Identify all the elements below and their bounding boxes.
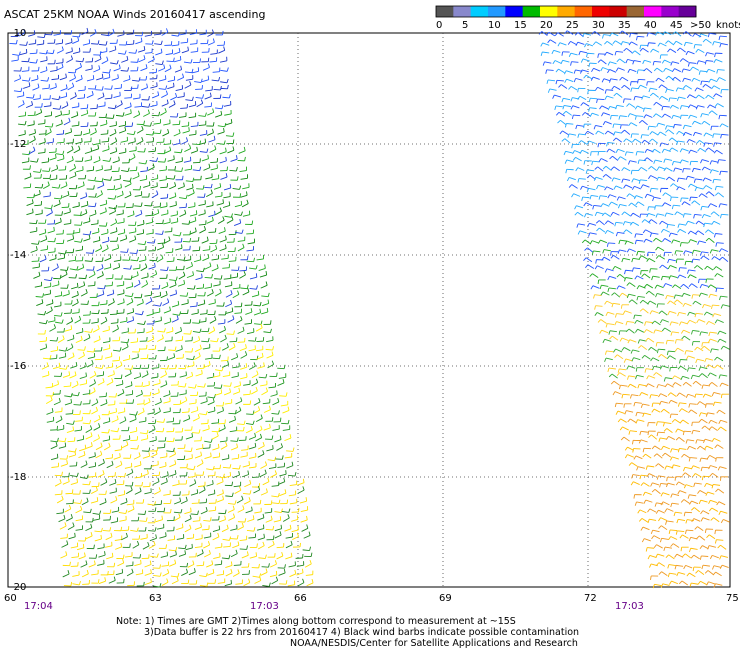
lon-label: 63 <box>149 593 162 604</box>
lon-label: 66 <box>294 593 307 604</box>
legend-swatch <box>557 6 576 17</box>
legend-swatch <box>574 6 593 17</box>
map-title: ASCAT 25KM NOAA Winds 20160417 ascending <box>4 8 266 21</box>
note-line-1: Note: 1) Times are GMT 2)Times along bot… <box>116 616 516 627</box>
legend-swatch <box>678 6 697 17</box>
legend-swatch <box>505 6 524 17</box>
lat-label: -16 <box>10 361 26 372</box>
lat-label: -14 <box>10 250 26 261</box>
legend-label: 40 <box>644 20 657 31</box>
legend-label: 25 <box>566 20 579 31</box>
legend-label: 45 <box>670 20 683 31</box>
legend-swatch <box>522 6 541 17</box>
swath-time: 17:03 <box>615 601 644 612</box>
legend-swatch <box>453 6 472 17</box>
lon-label: 72 <box>584 593 597 604</box>
wind-barbs <box>9 27 730 589</box>
legend-label: 20 <box>540 20 553 31</box>
swath-time: 17:03 <box>250 601 279 612</box>
lat-label: -18 <box>10 472 26 483</box>
note-line-3: NOAA/NESDIS/Center for Satellite Applica… <box>290 638 578 649</box>
legend-swatch <box>592 6 610 17</box>
legend-swatch <box>488 6 506 17</box>
legend-unit: knots <box>716 20 740 31</box>
lon-label: 75 <box>726 593 739 604</box>
lat-label: -12 <box>10 139 26 150</box>
legend-swatch <box>609 6 628 17</box>
legend-swatch <box>644 6 662 17</box>
legend-label: 5 <box>462 20 468 31</box>
legend-swatch <box>540 6 558 17</box>
legend-label: 15 <box>514 20 527 31</box>
lat-lon-grid <box>7 32 731 588</box>
lon-label: 69 <box>439 593 452 604</box>
legend-label: >50 <box>690 20 711 31</box>
legend-swatch <box>661 6 680 17</box>
legend-label: 0 <box>436 20 442 31</box>
legend-label: 10 <box>488 20 501 31</box>
swath-time: 17:04 <box>24 601 53 612</box>
legend-swatch <box>436 6 454 17</box>
legend-label: 35 <box>618 20 631 31</box>
lat-label: -10 <box>10 28 26 39</box>
legend-swatch <box>470 6 489 17</box>
legend-swatch <box>626 6 645 17</box>
legend-label: 30 <box>592 20 605 31</box>
lat-label: -20 <box>10 582 26 593</box>
lon-label: 60 <box>4 593 17 604</box>
color-legend: 0 5 10 15 20 25 30 35 40 45 >50 knots <box>435 5 740 31</box>
note-line-2: 3)Data buffer is 22 hrs from 20160417 4)… <box>144 627 580 638</box>
